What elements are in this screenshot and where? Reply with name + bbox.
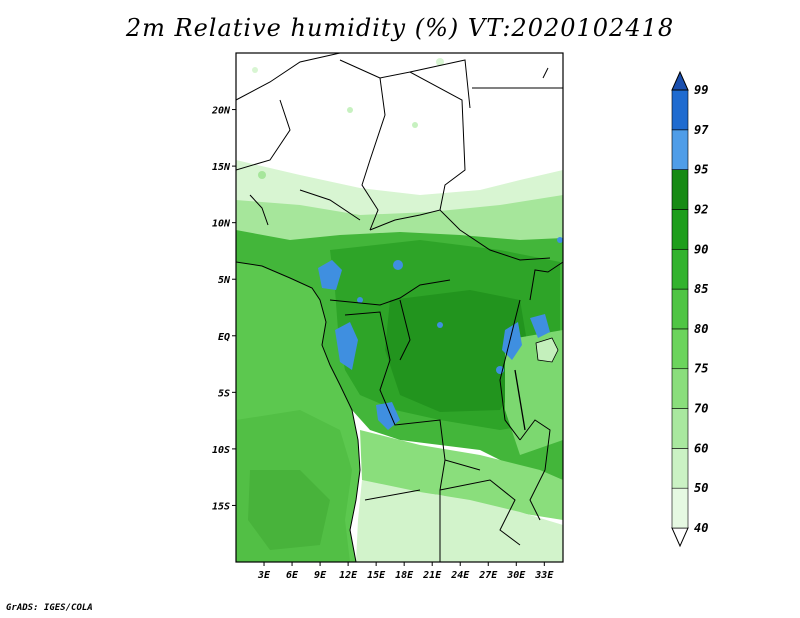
colorbar-label: 92 xyxy=(694,202,708,216)
colorbar-label: 80 xyxy=(694,322,708,336)
map-frame xyxy=(235,52,564,563)
lon-tick-label: 6E xyxy=(286,570,299,581)
lat-tick-label: 15S xyxy=(212,501,230,512)
colorbar-segment xyxy=(671,129,689,170)
lon-tick-label: 12E xyxy=(339,570,358,581)
colorbar-segment xyxy=(671,169,689,210)
lat-tick-label: EQ xyxy=(218,332,230,343)
lat-tick-label: 15N xyxy=(212,162,231,173)
lat-tick-label: 5S xyxy=(218,388,230,399)
colorbar-label: 75 xyxy=(694,362,708,376)
colorbar-segment xyxy=(671,408,689,449)
colorbar-label: 85 xyxy=(694,282,708,296)
colorbar-segment xyxy=(671,288,689,330)
colorbar-top-arrow xyxy=(671,70,689,91)
lat-tick-label: 5N xyxy=(218,275,231,286)
humidity-field xyxy=(236,53,563,562)
colorbar-label: 40 xyxy=(694,521,708,535)
colorbar-segment xyxy=(671,248,689,290)
lon-tick-label: 30E xyxy=(506,570,526,581)
country-borders xyxy=(236,53,563,562)
colorbar-segment xyxy=(671,209,689,250)
colorbar-label: 60 xyxy=(694,441,708,455)
colorbar: 40 50 60 70 75 80 85 90 92 95 97 99 xyxy=(671,70,709,548)
colorbar-segment xyxy=(671,328,689,370)
lon-tick-label: 18E xyxy=(395,570,414,581)
lon-tick-label: 3E xyxy=(257,570,271,581)
lon-tick-label: 27E xyxy=(478,570,498,581)
credit-label: GrADS: IGES/COLA xyxy=(6,603,93,613)
colorbar-label: 95 xyxy=(694,163,708,177)
lat-tick-label: 20N xyxy=(211,106,231,117)
colorbar-bottom-arrow xyxy=(671,527,689,548)
latitude-axis: 20N 15N 10N 5N EQ 5S 10S 15S xyxy=(211,106,236,512)
lon-tick-label: 9E xyxy=(314,570,327,581)
lat-tick-label: 10N xyxy=(212,219,231,230)
colorbar-segment xyxy=(671,368,689,409)
colorbar-label: 70 xyxy=(694,402,708,416)
lon-tick-label: 21E xyxy=(422,570,442,581)
colorbar-label: 99 xyxy=(694,83,708,97)
colorbar-segment xyxy=(671,487,689,529)
lon-tick-label: 15E xyxy=(367,570,386,581)
lon-tick-label: 24E xyxy=(450,570,470,581)
page-title: 2m Relative humidity (%) VT:2020102418 xyxy=(125,14,675,42)
colorbar-label: 90 xyxy=(694,242,708,256)
lat-tick-label: 10S xyxy=(212,445,230,456)
colorbar-segment xyxy=(671,89,689,131)
colorbar-label: 97 xyxy=(694,123,709,137)
colorbar-segment xyxy=(671,448,689,489)
longitude-axis: 3E 6E 9E 12E 15E 18E 21E 24E 27E 30E 33E xyxy=(257,562,554,581)
lon-tick-label: 33E xyxy=(534,570,554,581)
colorbar-label: 50 xyxy=(694,481,708,495)
